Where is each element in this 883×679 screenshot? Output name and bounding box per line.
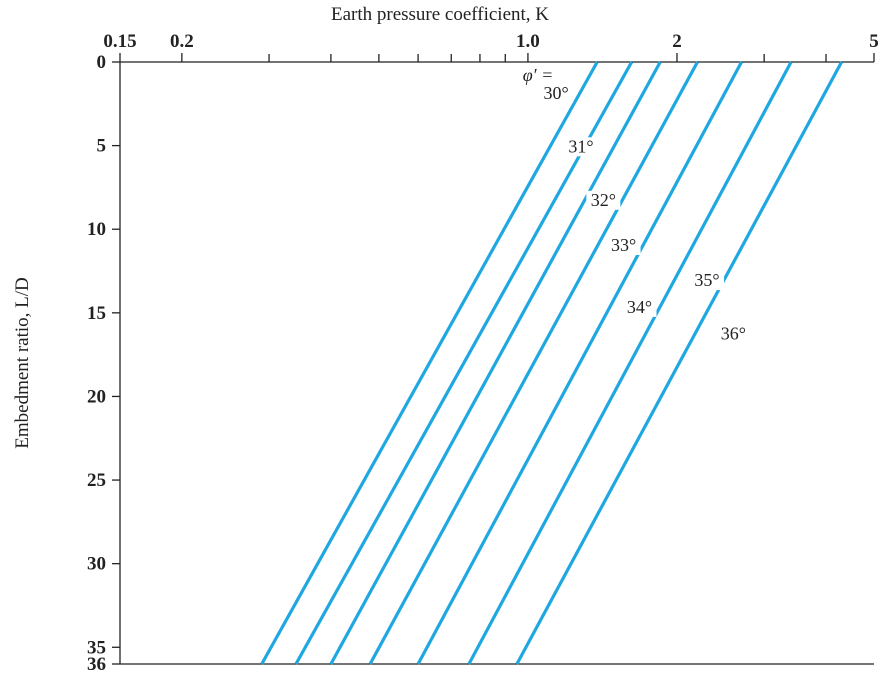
axis-ticks <box>112 53 875 665</box>
annotation-backdrop <box>564 137 599 157</box>
series-line-30deg <box>260 61 599 665</box>
series-line-32deg <box>329 61 662 665</box>
y-tick-label: 30 <box>87 554 106 575</box>
annotation-backdrop <box>716 324 751 344</box>
x-tick-label: 0.2 <box>170 31 194 52</box>
y-tick-label: 15 <box>87 303 106 324</box>
series-line-34deg <box>416 61 743 665</box>
series-lines <box>260 61 843 665</box>
series-annotations: 30° 31° 32° 33° 34° 35° 36° <box>539 83 751 344</box>
x-tick-label: 0.15 <box>103 31 136 52</box>
y-tick-label: 5 <box>97 136 107 157</box>
series-line-36deg <box>515 61 843 665</box>
series-annotation: 36° <box>721 324 746 344</box>
y-tick-label: 35 <box>87 637 106 658</box>
annotation-backdrop <box>690 271 725 291</box>
annotation-backdrop <box>622 297 657 317</box>
x-tick-label: 2 <box>672 31 682 52</box>
series-annotation: 34° <box>627 297 652 317</box>
series-annotation: 33° <box>611 235 636 255</box>
legend-title: φ′ = <box>523 65 554 85</box>
x-tick-labels: 0.15 0.2 1.0 2 5 <box>103 31 878 52</box>
annotation-backdrop <box>586 190 621 210</box>
y-tick-label: 36 <box>87 654 106 675</box>
series-annotation: 32° <box>591 190 616 210</box>
y-tick-label: 20 <box>87 386 106 407</box>
series-annotation: 30° <box>544 83 569 103</box>
y-tick-label: 0 <box>97 52 107 73</box>
y-tick-label: 10 <box>87 219 106 240</box>
series-line-33deg <box>368 61 699 665</box>
series-line-35deg <box>467 61 793 665</box>
y-tick-label: 25 <box>87 470 106 491</box>
series-line-31deg <box>294 61 634 665</box>
x-tick-label: 5 <box>869 31 879 52</box>
series-annotation: 31° <box>568 136 593 156</box>
annotation-backdrop <box>539 83 574 103</box>
annotation-backdrop <box>606 235 641 255</box>
x-tick-label: 1.0 <box>516 31 540 52</box>
chart-title: Earth pressure coefficient, K <box>331 4 549 25</box>
y-axis-label: Embedment ratio, L/D <box>12 277 33 448</box>
series-annotation: 35° <box>694 270 719 290</box>
